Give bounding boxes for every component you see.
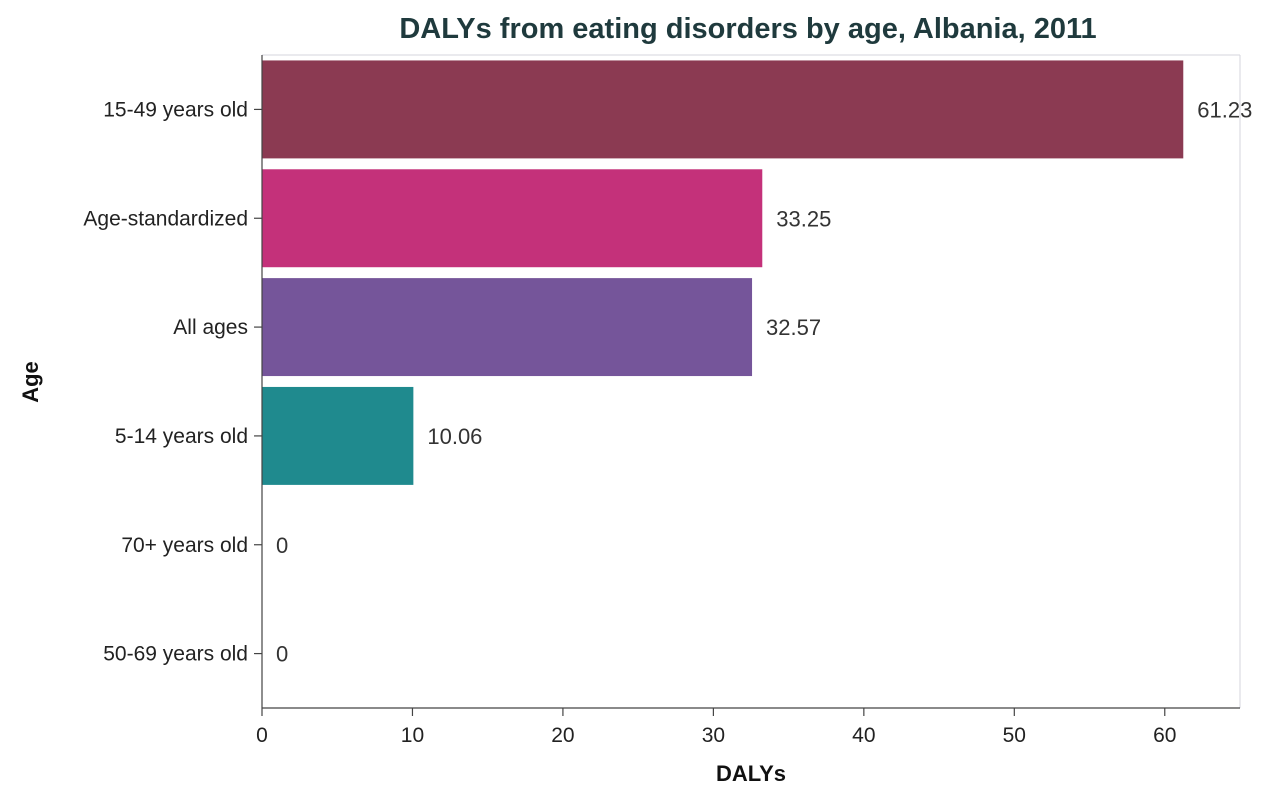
x-tick-label: 60	[1153, 724, 1176, 747]
bar-value-label: 0	[276, 642, 288, 667]
bar-value-label: 10.06	[427, 424, 482, 449]
y-tick-label: Age-standardized	[83, 207, 248, 230]
y-axis: 15-49 years old Age-standardized All ages 5…	[83, 55, 263, 708]
y-tick-label: All ages	[173, 316, 248, 339]
y-tick-label: 15-49 years old	[103, 98, 248, 121]
value-labels-layer: 61.23 33.25 32.57 10.06 0 0	[276, 97, 1252, 666]
bar-3[interactable]	[262, 278, 753, 377]
y-tick-label: 70+ years old	[121, 534, 248, 557]
bar-1[interactable]	[262, 60, 1184, 159]
x-tick-label: 20	[551, 724, 574, 747]
x-tick-label: 0	[256, 724, 268, 747]
bar-2[interactable]	[262, 169, 763, 268]
chart-title: DALYs from eating disorders by age, Alba…	[399, 13, 1096, 45]
bar-value-label: 0	[276, 533, 288, 558]
bar-4[interactable]	[262, 386, 414, 485]
x-axis: 0 10 20 30 40 50 60	[256, 707, 1240, 747]
bar-value-label: 33.25	[776, 206, 831, 231]
plot-frame	[262, 54, 1241, 708]
bar-value-label: 32.57	[766, 315, 821, 340]
bars-layer	[262, 60, 1184, 485]
y-tick-label: 50-69 years old	[103, 643, 248, 666]
y-axis-title: Age	[18, 361, 43, 403]
y-tick-label: 5-14 years old	[115, 425, 248, 448]
x-axis-title: DALYs	[716, 761, 786, 786]
x-tick-label: 10	[401, 724, 424, 747]
x-tick-label: 50	[1003, 724, 1026, 747]
bar-value-label: 61.23	[1197, 97, 1252, 122]
x-tick-label: 40	[852, 724, 875, 747]
x-tick-label: 30	[702, 724, 725, 747]
